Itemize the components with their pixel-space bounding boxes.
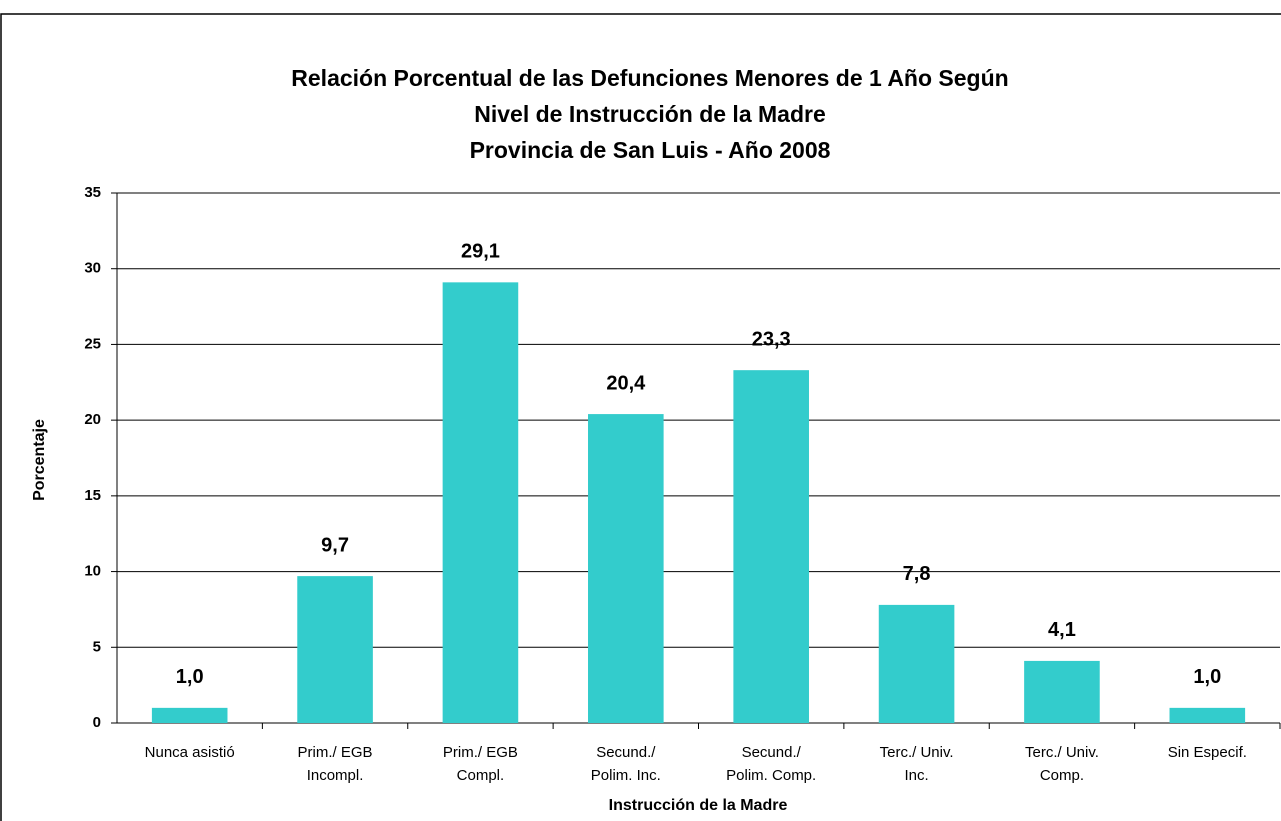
bar <box>297 576 373 723</box>
chart-title: Nivel de Instrucción de la Madre <box>474 101 826 127</box>
value-label: 29,1 <box>461 241 500 263</box>
x-tick-label: Compl. <box>457 767 505 784</box>
bar <box>733 370 809 723</box>
x-tick-label: Prim./ EGB <box>443 744 518 761</box>
bar <box>588 414 664 723</box>
value-label: 1,0 <box>1193 666 1221 688</box>
x-tick-label: Terc./ Univ. <box>880 744 954 761</box>
chart-title: Relación Porcentual de las Defunciones M… <box>291 65 1008 91</box>
y-axis-title: Porcentaje <box>31 419 48 501</box>
x-tick-label: Inc. <box>904 767 928 784</box>
bar <box>878 604 955 723</box>
y-tick-label: 15 <box>84 487 101 504</box>
x-tick-label: Comp. <box>1040 767 1084 784</box>
x-tick-label: Sin Especif. <box>1168 744 1247 761</box>
y-tick-label: 35 <box>84 184 101 201</box>
x-tick-label: Nunca asistió <box>145 744 235 761</box>
y-tick-label: 25 <box>84 335 101 352</box>
x-tick-label: Incompl. <box>307 767 364 784</box>
y-tick-label: 10 <box>84 563 101 580</box>
value-label: 20,4 <box>606 372 646 394</box>
bar <box>1169 707 1246 723</box>
value-label: 23,3 <box>752 328 791 350</box>
x-tick-label: Terc./ Univ. <box>1025 744 1099 761</box>
bar <box>151 707 228 723</box>
x-tick-label: Secund./ <box>596 744 656 761</box>
y-tick-label: 5 <box>93 638 101 655</box>
x-tick-label: Polim. Inc. <box>591 767 661 784</box>
bar <box>442 282 519 723</box>
x-tick-label: Prim./ EGB <box>298 744 373 761</box>
value-label: 4,1 <box>1048 619 1076 641</box>
chart-title: Provincia de San Luis - Año 2008 <box>470 137 831 163</box>
x-tick-label: Secund./ <box>742 744 802 761</box>
value-label: 9,7 <box>321 534 349 556</box>
value-label: 1,0 <box>176 666 204 688</box>
bar <box>1024 660 1100 723</box>
x-axis-title: Instrucción de la Madre <box>609 797 788 814</box>
y-tick-label: 30 <box>84 260 101 277</box>
y-tick-label: 0 <box>93 714 101 731</box>
value-label: 7,8 <box>903 563 931 585</box>
x-tick-label: Polim. Comp. <box>726 767 816 784</box>
frame <box>0 13 1281 821</box>
y-tick-label: 20 <box>84 411 101 428</box>
